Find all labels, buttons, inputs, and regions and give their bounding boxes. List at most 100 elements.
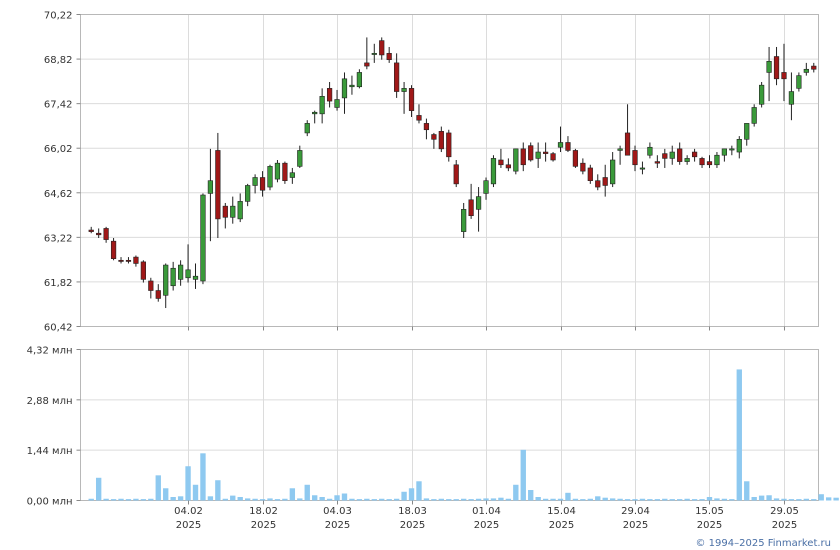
date-tick-year: 2025	[400, 520, 425, 531]
candle	[803, 62, 809, 76]
volume-bar	[110, 499, 117, 501]
price-tick-label: 64,62	[44, 189, 73, 200]
candle	[110, 237, 117, 261]
candle-body	[88, 229, 94, 232]
candle-body	[297, 150, 303, 167]
price-tick-label: 60,42	[44, 323, 73, 334]
candle-body	[259, 177, 266, 191]
candle	[215, 132, 221, 238]
candle	[453, 159, 459, 188]
candle	[326, 81, 333, 108]
candle	[155, 284, 161, 302]
candle	[662, 148, 668, 168]
date-axis: 04.02 2025 18.02 2025 04.03 2025 18.03 2025 01.0…	[174, 326, 799, 531]
candle-body	[401, 88, 407, 92]
date-tick-year: 2025	[325, 520, 350, 531]
volume-bar	[125, 499, 132, 501]
candle-body	[245, 185, 251, 202]
volume-bar	[557, 498, 564, 501]
candle-body	[155, 290, 161, 299]
candle-body	[498, 159, 504, 166]
candle-body	[669, 151, 675, 159]
candle	[356, 69, 362, 89]
candle-body	[624, 132, 631, 156]
candle-body	[811, 65, 817, 70]
candle-body	[163, 264, 169, 296]
candle	[580, 158, 586, 175]
volume-bar	[386, 499, 392, 501]
candle	[386, 46, 392, 63]
candle-body	[289, 172, 295, 178]
candle	[371, 43, 377, 63]
volume-bar	[170, 497, 176, 501]
volume-tick-label: 4,32 млн	[27, 346, 73, 357]
price-tick-label: 67,42	[44, 100, 73, 111]
candle	[423, 118, 430, 140]
candle	[133, 255, 139, 267]
volume-bar	[408, 488, 415, 501]
volume-tick-label: 0,00 млн	[27, 497, 73, 508]
volume-bar	[624, 499, 631, 501]
candle	[200, 193, 206, 285]
candle	[274, 159, 281, 183]
date-tick-label: 01.04	[472, 506, 501, 517]
volume-bar	[818, 494, 824, 501]
candle-body	[490, 158, 497, 185]
candle-body	[714, 154, 720, 166]
volume-bar	[341, 493, 348, 501]
volume-bar	[796, 499, 802, 501]
candle	[88, 226, 94, 234]
candle-body	[446, 132, 452, 158]
candlestick-series	[88, 37, 817, 309]
candle-body	[356, 72, 362, 88]
volume-bar	[140, 499, 147, 501]
candle-body	[766, 60, 772, 73]
candle	[669, 145, 675, 165]
candle-body	[125, 259, 132, 262]
candle-body	[192, 275, 199, 280]
candle	[379, 37, 385, 60]
candle-body	[744, 123, 750, 140]
date-tick-year: 2025	[623, 520, 648, 531]
price-axis: 70,22 68,82 67,42 66,02 64,62 63,22 61,82 60,42	[44, 11, 81, 334]
candle	[401, 81, 407, 114]
candle	[677, 142, 683, 165]
volume-bar	[736, 369, 742, 501]
candle-body	[207, 180, 214, 194]
candle	[431, 132, 437, 149]
candle	[163, 263, 169, 309]
candle-body	[304, 123, 310, 134]
volume-bar	[371, 499, 377, 501]
copyright-text[interactable]: © 1994–2025 Finmarket.ru	[695, 538, 831, 549]
volume-bar	[609, 498, 616, 501]
candle-body	[364, 62, 370, 67]
candle	[766, 46, 772, 102]
candle-body	[505, 164, 511, 169]
volume-bar	[617, 498, 623, 501]
volume-bar	[647, 499, 653, 501]
candle	[192, 263, 199, 289]
candle-body	[178, 264, 184, 280]
candle	[565, 136, 571, 153]
candle	[528, 142, 534, 162]
candle-body	[803, 68, 809, 73]
candle-body	[677, 148, 683, 162]
volume-bar	[565, 492, 571, 501]
volume-bar	[505, 498, 512, 501]
candle	[520, 142, 526, 172]
candle	[736, 136, 742, 159]
candle-body	[96, 232, 102, 236]
volume-bar	[773, 498, 780, 501]
volume-bar	[751, 497, 757, 501]
volume-plot-area	[80, 349, 819, 501]
candle	[602, 164, 608, 197]
candle-body	[215, 150, 221, 220]
volume-bar	[88, 498, 94, 501]
volume-bar	[177, 496, 184, 501]
volume-bar	[349, 498, 355, 501]
candle-body	[416, 115, 422, 121]
candle-body	[438, 131, 444, 150]
candle	[312, 110, 318, 124]
candle	[721, 148, 727, 162]
candle-body	[513, 148, 519, 172]
